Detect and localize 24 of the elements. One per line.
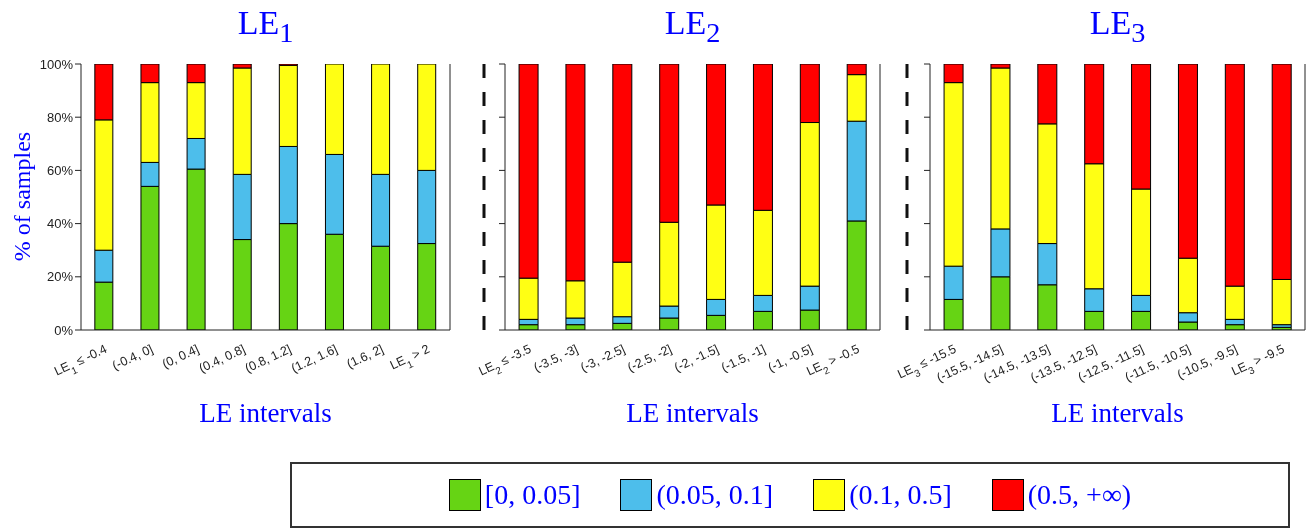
x-tick-label: (-3.5, -3]	[531, 341, 581, 375]
chart-title: LE$_{2}$	[663, 4, 722, 49]
x-tick-label: (-2, -1.5]	[672, 341, 721, 375]
chart-title: LE$_{3}$	[1088, 4, 1147, 49]
y-tick-label: 0%	[54, 322, 74, 338]
x-axis-title: LE intervals	[1050, 398, 1185, 429]
legend-label: (0.5, +∞)	[1027, 479, 1132, 511]
legend-label: (0.05, 0.1]	[656, 479, 774, 511]
y-tick-label: 40%	[46, 216, 74, 232]
legend-label: (0.1, 0.5]	[849, 479, 952, 511]
y-tick-label: 60%	[46, 163, 74, 179]
x-tick-label: (-0.4, 0]	[110, 341, 156, 373]
x-tick-label: (-1.5, -1]	[719, 341, 768, 375]
legend-label: [0, 0.05]	[484, 479, 581, 511]
x-tick-label: (-3, -2.5]	[578, 341, 628, 375]
x-axis-title: LE intervals	[198, 398, 333, 429]
y-axis-title: % of samples	[8, 130, 36, 264]
y-tick-label: 20%	[46, 269, 74, 285]
chart-title: LE$_{1}$	[236, 4, 295, 49]
x-tick-label: (-2.5, -2]	[625, 341, 675, 375]
x-tick-label: (1.6, 2]	[344, 341, 386, 372]
y-tick-label: 80%	[46, 109, 74, 125]
y-tick-label: 100%	[39, 56, 74, 72]
x-axis-title: LE intervals	[625, 398, 760, 429]
